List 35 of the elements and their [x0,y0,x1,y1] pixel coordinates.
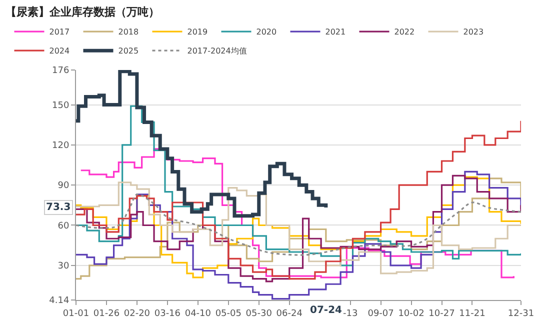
legend-label: 2021 [325,28,346,37]
legend-label: 2017-2024均值 [187,46,247,56]
x-tick-label: 09-07 [368,308,394,319]
x-tick-label: 05-05 [215,308,242,319]
x-tick-label: 12-31 [508,308,534,319]
y-tick-label: 176 [52,66,70,76]
legend-label: 2019 [187,28,208,37]
legend-label: 2018 [118,28,139,37]
y-tick-label: 120 [52,141,70,152]
x-tick-label: 04-10 [184,308,212,319]
legend-label: 2025 [118,46,139,56]
y-tick-label: 4.14 [49,296,70,306]
x-tick-label: 11-21 [459,308,486,319]
legend-label: 2023 [463,28,484,37]
legend-label: 2017 [49,28,70,37]
legend-label: 2022 [394,28,415,37]
line-series [76,194,521,256]
y-tick-label: 60 [58,221,70,232]
y-tick-label: 90 [58,181,70,192]
legend-label: 2024 [49,46,70,56]
text: 07-24 [310,305,342,316]
x-tick-label: 01-26 [93,308,120,319]
x-tick-label: 05-30 [246,308,272,319]
x-tick-label: 02-20 [124,308,150,319]
x-tick-label: 03-16 [154,308,181,319]
x-tick-label: -13 [342,308,358,319]
text: 73.3 [46,202,71,213]
x-tick-label: 01-01 [62,308,90,319]
y-tick-label: 150 [52,100,70,111]
x-tick-label: 10-02 [398,308,424,319]
x-tick-label: 06-24 [276,308,303,319]
legend-label: 2020 [256,28,277,37]
x-tick-label: 10-27 [428,308,455,319]
chart-title: 【尿素】企业库存数据（万吨） [6,6,160,19]
y-tick-label: 30 [58,262,70,272]
